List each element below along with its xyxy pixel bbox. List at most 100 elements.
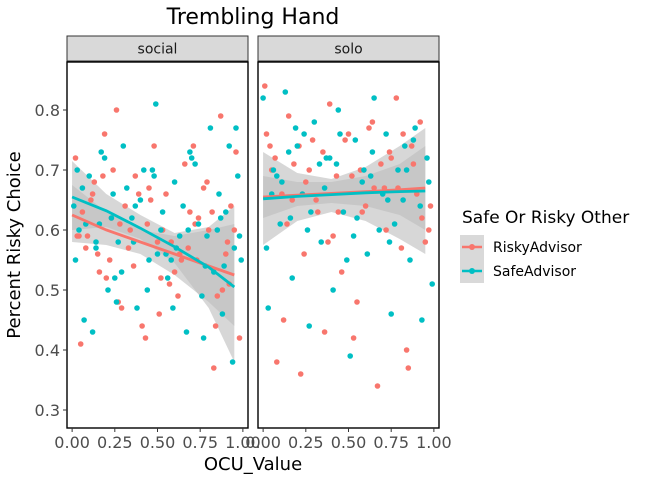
point-solo-riskyadvisor-33 xyxy=(335,209,342,215)
point-social-safeadvisor-34 xyxy=(149,167,156,173)
point-social-safeadvisor-32 xyxy=(112,275,118,281)
point-social-safeadvisor-25 xyxy=(219,311,226,317)
point-solo-riskyadvisor-8 xyxy=(309,137,316,143)
point-social-safeadvisor-39 xyxy=(229,359,236,365)
panel-social: social 0.00 0.25 0.50 0.75 1.00 xyxy=(54,35,261,452)
point-solo-safeadvisor-41 xyxy=(279,179,285,185)
point-social-riskyadvisor-23 xyxy=(212,323,219,329)
point-solo-riskyadvisor-45 xyxy=(366,125,372,131)
point-solo-riskyadvisor-4 xyxy=(285,113,292,119)
fit-line-social-safeadvisor xyxy=(71,195,236,289)
point-social-safeadvisor-54 xyxy=(154,251,161,257)
points-solo xyxy=(260,83,436,389)
point-social-riskyadvisor-45 xyxy=(195,215,202,221)
point-solo-safeadvisor-3 xyxy=(277,221,284,227)
point-social-riskyadvisor-37 xyxy=(219,287,226,293)
point-solo-riskyadvisor-26 xyxy=(417,119,424,125)
point-social-riskyadvisor-11 xyxy=(139,323,145,329)
point-solo-riskyadvisor-17 xyxy=(362,203,369,209)
point-solo-riskyadvisor-51 xyxy=(306,167,313,173)
point-solo-safeadvisor-34 xyxy=(337,131,343,137)
point-social-riskyadvisor-29 xyxy=(79,209,86,215)
point-social-safeadvisor-57 xyxy=(204,233,210,239)
point-social-safeadvisor-61 xyxy=(93,239,99,245)
point-solo-safeadvisor-4 xyxy=(282,89,289,95)
point-solo-riskyadvisor-0 xyxy=(262,83,268,89)
point-social-safeadvisor-17 xyxy=(171,179,178,185)
point-social-riskyadvisor-14 xyxy=(158,275,164,281)
point-social-safeadvisor-66 xyxy=(185,227,191,233)
x-tick-label-solo-4: 1.00 xyxy=(416,433,452,452)
point-social-safeadvisor-56 xyxy=(187,149,193,155)
point-social-safeadvisor-20 xyxy=(188,155,195,161)
point-social-safeadvisor-51 xyxy=(101,155,108,161)
point-solo-safeadvisor-19 xyxy=(371,95,377,101)
point-solo-safeadvisor-50 xyxy=(274,173,280,179)
point-social-riskyadvisor-28 xyxy=(236,335,243,341)
x-tick-label-solo-2: 0.50 xyxy=(331,433,367,452)
point-solo-riskyadvisor-34 xyxy=(354,299,360,305)
legend: Safe Or Risky Other RiskyAdvisor SafeAdv… xyxy=(460,208,629,283)
point-social-safeadvisor-10 xyxy=(129,215,135,221)
point-solo-safeadvisor-58 xyxy=(403,167,410,173)
point-social-safeadvisor-14 xyxy=(153,101,159,107)
point-social-riskyadvisor-44 xyxy=(178,257,185,263)
chart-title: Trembling Hand xyxy=(166,5,340,30)
point-social-riskyadvisor-36 xyxy=(204,179,210,185)
point-solo-riskyadvisor-57 xyxy=(408,143,415,149)
x-tick-label-solo-1: 0.25 xyxy=(288,433,324,452)
point-social-riskyadvisor-33 xyxy=(147,197,154,203)
point-solo-safeadvisor-2 xyxy=(270,167,277,173)
point-solo-safeadvisor-17 xyxy=(359,179,366,185)
point-social-riskyadvisor-48 xyxy=(83,245,89,251)
point-social-riskyadvisor-25 xyxy=(223,251,229,257)
point-social-riskyadvisor-39 xyxy=(91,179,98,185)
point-social-safeadvisor-58 xyxy=(221,263,227,269)
point-social-riskyadvisor-0 xyxy=(72,155,79,161)
point-social-riskyadvisor-57 xyxy=(76,233,82,239)
point-social-riskyadvisor-15 xyxy=(163,191,169,197)
point-solo-safeadvisor-31 xyxy=(285,149,292,155)
point-social-riskyadvisor-41 xyxy=(122,203,128,209)
point-social-safeadvisor-60 xyxy=(74,167,80,173)
point-social-safeadvisor-30 xyxy=(79,185,86,191)
point-social-safeadvisor-59 xyxy=(233,125,239,131)
point-solo-riskyadvisor-28 xyxy=(427,203,434,209)
point-solo-safeadvisor-44 xyxy=(326,155,333,161)
point-social-riskyadvisor-59 xyxy=(103,275,110,281)
point-social-riskyadvisor-66 xyxy=(211,365,217,371)
point-social-riskyadvisor-34 xyxy=(166,281,173,287)
point-social-safeadvisor-27 xyxy=(231,245,238,251)
y-tick-label-0: 0.3 xyxy=(35,401,60,420)
point-solo-safeadvisor-14 xyxy=(340,209,347,215)
point-solo-safeadvisor-49 xyxy=(410,137,417,143)
point-solo-safeadvisor-32 xyxy=(304,227,311,233)
point-social-safeadvisor-6 xyxy=(105,287,111,293)
point-solo-safeadvisor-27 xyxy=(419,317,425,323)
point-social-riskyadvisor-60 xyxy=(117,221,123,227)
point-solo-riskyadvisor-47 xyxy=(400,131,406,137)
strip-social-background xyxy=(66,35,249,62)
point-solo-safeadvisor-22 xyxy=(388,311,395,317)
point-solo-riskyadvisor-9 xyxy=(315,209,321,215)
x-tick-label-solo-3: 0.75 xyxy=(373,433,409,452)
point-social-riskyadvisor-17 xyxy=(175,293,181,299)
point-solo-safeadvisor-1 xyxy=(265,305,272,311)
point-solo-riskyadvisor-1 xyxy=(267,143,273,149)
point-solo-safeadvisor-9 xyxy=(311,119,318,125)
x-axis-title: OCU_Value xyxy=(204,454,302,475)
point-solo-safeadvisor-15 xyxy=(347,353,354,359)
point-solo-riskyadvisor-5 xyxy=(291,161,297,167)
point-solo-riskyadvisor-24 xyxy=(405,365,412,371)
point-solo-safeadvisor-51 xyxy=(287,215,294,221)
point-social-safeadvisor-5 xyxy=(98,149,104,155)
y-axis-title: Percent Risky Choice xyxy=(4,151,25,338)
point-solo-safeadvisor-16 xyxy=(352,137,359,143)
point-social-riskyadvisor-10 xyxy=(132,173,139,179)
x-tick-label-social-3: 0.75 xyxy=(182,433,218,452)
point-solo-riskyadvisor-25 xyxy=(410,161,417,167)
point-social-riskyadvisor-67 xyxy=(224,239,231,245)
point-social-safeadvisor-36 xyxy=(180,203,186,209)
point-social-safeadvisor-3 xyxy=(86,173,92,179)
